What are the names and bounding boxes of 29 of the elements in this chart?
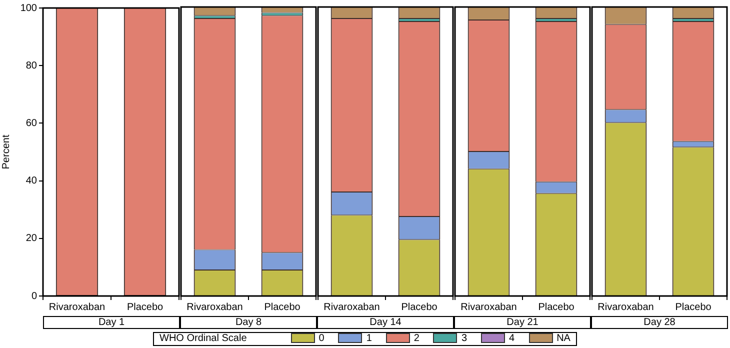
x-tick-label: Rivaroxaban [598, 302, 654, 313]
y-axis-title: Percent [0, 134, 12, 170]
x-tick-label: Rivaroxaban [324, 302, 380, 313]
x-tick-label: Rivaroxaban [186, 302, 243, 313]
x-tick-label: Rivaroxaban [460, 302, 517, 313]
x-axis-title: Day 28 [591, 316, 728, 329]
y-tick-label: 20 [26, 233, 38, 244]
y-tick-label: 100 [20, 2, 38, 14]
legend-label: 0 [318, 333, 324, 344]
x-tick-label: Placebo [401, 302, 438, 313]
text: 2 [414, 333, 420, 344]
y-tick-label: 40 [26, 176, 38, 187]
x-axis-title: Day 8 [180, 316, 317, 329]
x-tick-label: Placebo [264, 302, 301, 313]
x-axis-title: Day 14 [317, 316, 454, 329]
y-tick-label: 80 [26, 60, 38, 72]
x-tick-label: Placebo [538, 302, 575, 313]
legend-label: 4 [509, 333, 515, 344]
x-axis-title: Day 21 [454, 316, 591, 329]
x-axis-title: Day 1 [43, 316, 180, 329]
x-tick-label: Placebo [675, 302, 712, 313]
legend-label: 1 [366, 333, 372, 344]
y-tick-label: 0 [31, 290, 38, 302]
legend-title: WHO Ordinal Scale [160, 333, 247, 344]
legend-label: NA [556, 333, 570, 344]
x-tick-label: Placebo [126, 302, 164, 313]
y-tick-label: 60 [26, 118, 38, 129]
legend-label: 3 [461, 333, 468, 344]
x-tick-label: Rivaroxaban [48, 302, 106, 313]
